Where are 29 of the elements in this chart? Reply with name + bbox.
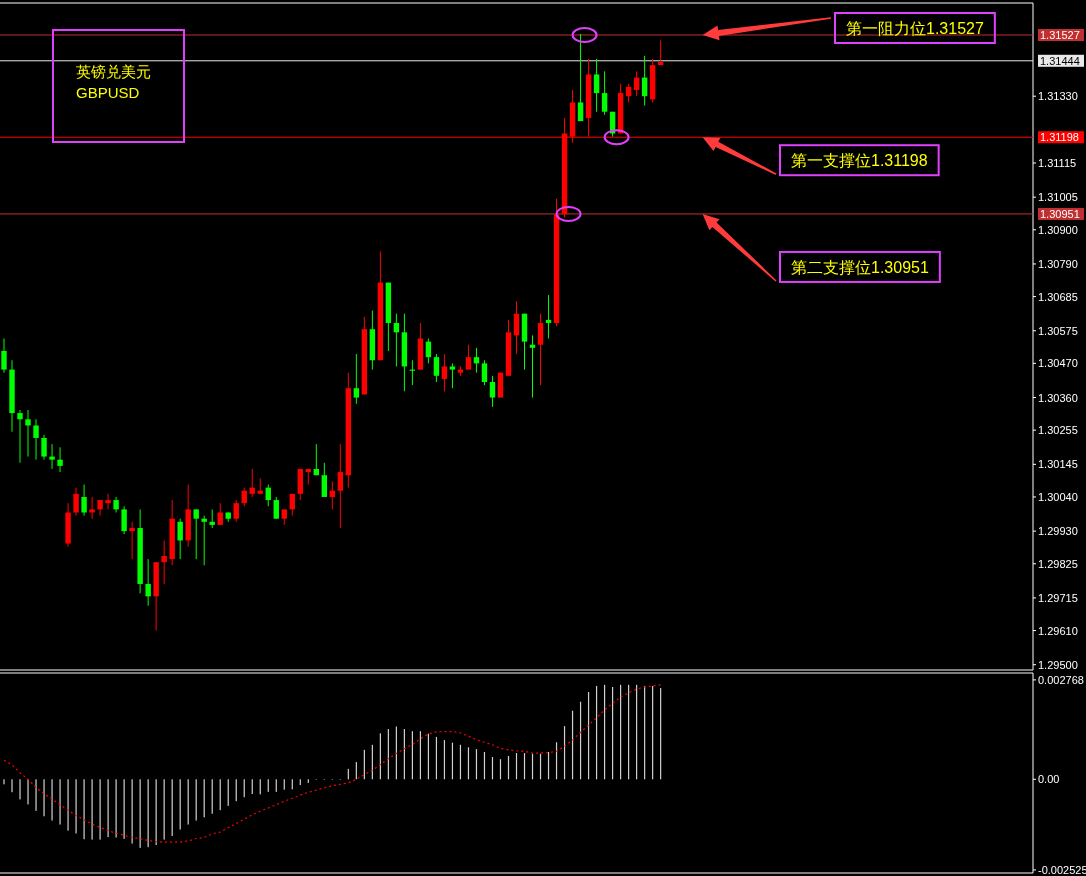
y-tick-label: 1.30685	[1038, 290, 1078, 303]
y-tick-label: 1.29715	[1038, 591, 1078, 604]
y-tick-label: 0.002768	[1038, 673, 1084, 686]
ref-line-label: 1.31198	[1040, 131, 1079, 144]
y-tick-label: 1.30255	[1038, 424, 1078, 437]
y-tick-label: 1.29500	[1038, 658, 1078, 671]
annotation: 第一支撑位1.31198	[702, 137, 940, 177]
annotation: 第一阻力位1.31527	[702, 12, 996, 44]
y-tick-label: 1.30790	[1038, 257, 1078, 270]
y-tick-label: 1.29930	[1038, 525, 1078, 538]
annotation: 第二支撑位1.30951	[702, 213, 941, 283]
y-tick-label: 1.30040	[1038, 490, 1078, 503]
ref-label: 1.31198	[1038, 131, 1084, 144]
ref-label: 1.31527	[1038, 29, 1084, 41]
annotation: 第一支撑位1.31198	[791, 152, 928, 170]
y-tick-label: 1.31330	[1038, 90, 1078, 103]
y-tick-label: 1.30575	[1038, 324, 1078, 337]
y-tick-label: 0.00	[1038, 773, 1060, 786]
y-tick-label: 1.29825	[1038, 557, 1078, 570]
y-tick-label: 1.30470	[1038, 357, 1078, 370]
y-tick-label: 1.31005	[1038, 191, 1078, 204]
y-tick-label: 1.29610	[1038, 624, 1078, 637]
y-tick-label: 1.30900	[1038, 223, 1078, 236]
annotation: 第二支撑位1.30951	[791, 258, 929, 276]
y-tick-label: 1.30360	[1038, 391, 1078, 404]
title-box: 英镑兑美元 GBPUSD	[52, 29, 185, 143]
y-tick-label: 1.31115	[1038, 156, 1077, 169]
annotation: 第一阻力位1.31527	[846, 20, 984, 37]
y-tick-label: 1.30145	[1038, 458, 1078, 471]
